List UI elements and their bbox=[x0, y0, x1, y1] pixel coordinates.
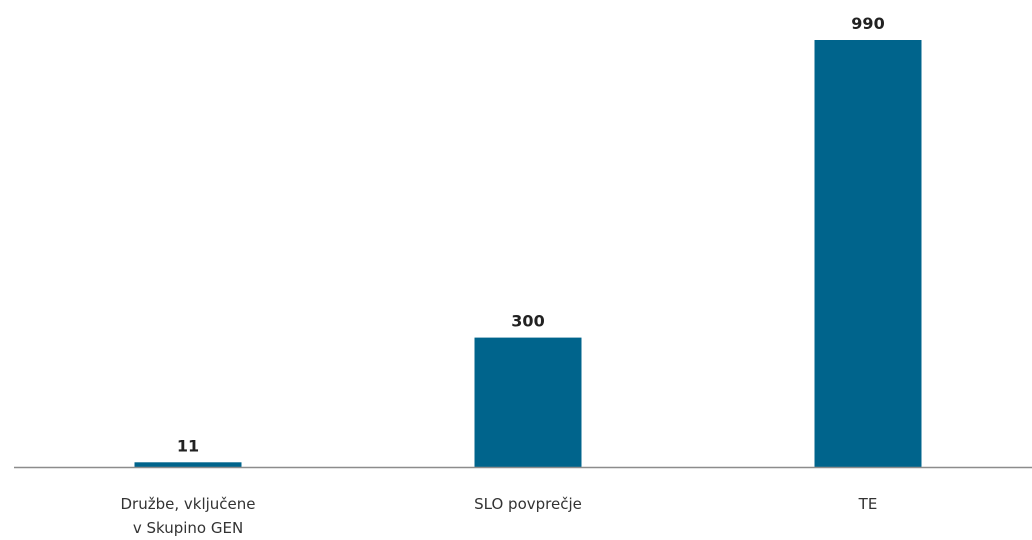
data-label-0: 11 bbox=[177, 436, 199, 455]
x-tick-label-1: SLO povprečje bbox=[474, 495, 582, 513]
bars-group bbox=[134, 40, 922, 467]
x-tick-label-0-line-1: v Skupino GEN bbox=[133, 519, 243, 537]
bar-0 bbox=[134, 462, 242, 467]
data-label-1: 300 bbox=[511, 312, 544, 331]
data-label-2: 990 bbox=[851, 14, 884, 33]
bar-1 bbox=[474, 337, 582, 467]
x-tick-label-2: TE bbox=[858, 495, 878, 513]
value-labels-group: 11 300 990 bbox=[177, 14, 885, 455]
bar-2 bbox=[814, 40, 922, 467]
category-labels-group: Družbe, vključene v Skupino GEN SLO povpre… bbox=[121, 495, 878, 537]
x-tick-label-0-line-0: Družbe, vključene bbox=[121, 495, 256, 513]
